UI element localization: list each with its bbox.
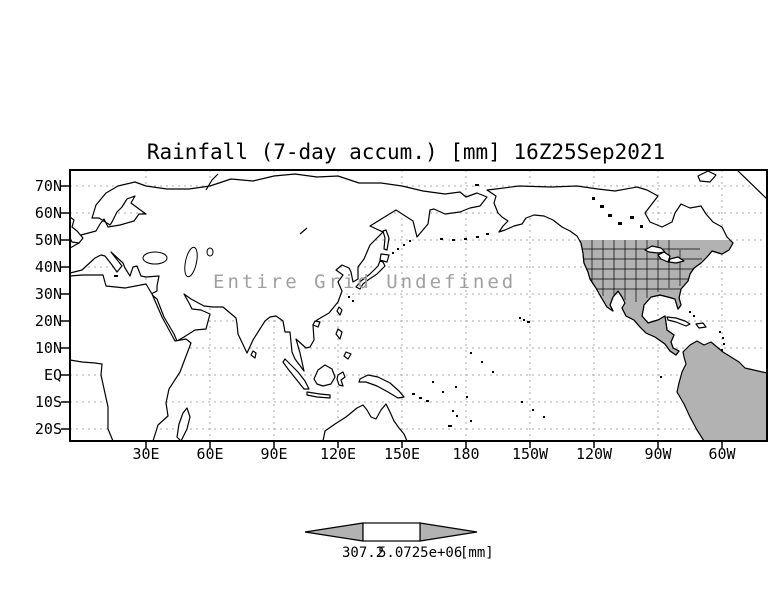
colorbar: [304, 522, 478, 542]
aral-sea: [206, 247, 214, 257]
lon-tick-label: 60W: [708, 445, 736, 463]
lat-tick-label: 50N: [34, 231, 62, 249]
lon-tick-label: 180: [452, 445, 480, 463]
state-borders: [582, 240, 704, 302]
lat-tick-label: 40N: [34, 258, 62, 276]
lon-tick-label: 90E: [260, 445, 288, 463]
region-south-america-shaded: [676, 340, 767, 441]
coastline-new-guinea: [358, 374, 405, 399]
coastline-africa: [70, 274, 192, 441]
coastline-hispaniola: [695, 322, 707, 329]
colorbar-box: [362, 522, 421, 542]
coastline-japan-honshu: [355, 260, 386, 290]
lon-tick-label: 30E: [132, 445, 160, 463]
lake-baikal: [299, 227, 308, 235]
lon-tick-label: 120E: [319, 445, 357, 463]
coastline-eurasia: [70, 173, 488, 372]
colorbar-units-label: [mm]: [460, 545, 494, 561]
coastline-java: [306, 391, 331, 399]
lake-michigan-huron: [657, 251, 671, 263]
lon-tick-label: 120W: [575, 445, 613, 463]
coastline-hainan: [312, 320, 321, 328]
coastline-luzon: [335, 328, 343, 340]
coastline-borneo: [313, 364, 336, 387]
lon-tick-label: 60E: [196, 445, 224, 463]
lon-tick-label: 150E: [383, 445, 421, 463]
lat-tick-label: 30N: [34, 285, 62, 303]
lat-tick-label: 20N: [34, 312, 62, 330]
novaya-zemlya: [205, 173, 219, 191]
coastline-baffin: [697, 170, 717, 183]
lon-tick-label: 150W: [511, 445, 549, 463]
plot-title: Rainfall (7-day accum.) [mm] 16Z25Sep202…: [146, 140, 666, 164]
colorbar-left-arrow: [304, 522, 364, 542]
colorbar-max-value: 5.0725e+06: [378, 545, 463, 561]
coastline-japan-hokkaido: [379, 253, 390, 263]
lat-tick-label: 70N: [34, 177, 62, 195]
lon-tick-label: 90W: [644, 445, 672, 463]
coastline-greenland: [736, 170, 767, 200]
coastline-sakhalin: [382, 229, 390, 251]
lake-erie-ontario: [668, 256, 685, 264]
colorbar-min-value: 307.2: [342, 545, 385, 561]
coastline-madagascar: [176, 407, 191, 441]
colorbar-right-arrow: [419, 522, 478, 542]
lat-tick-label: 20S: [34, 420, 62, 438]
coastline-britain: [70, 216, 84, 244]
lat-tick-label: 60N: [34, 204, 62, 222]
lat-tick-label: 10N: [34, 339, 62, 357]
lat-tick-label: EQ: [43, 366, 62, 384]
island-dots: [114, 184, 725, 427]
axis-tick-marks: [61, 185, 723, 448]
coastline-taiwan: [336, 306, 343, 316]
black-sea: [142, 251, 168, 265]
coastline-sri-lanka: [250, 350, 257, 359]
coastline-sumatra: [282, 358, 310, 390]
coastline-australia: [322, 403, 408, 441]
coastline-mindanao: [343, 351, 352, 360]
coastline-cuba: [666, 316, 691, 327]
map-border: [69, 169, 768, 442]
undefined-grid-message: Entire Grid Undefined: [213, 271, 517, 293]
coastlines-layer: [70, 170, 767, 441]
caspian-sea: [184, 246, 198, 278]
lat-tick-label: 10S: [34, 393, 62, 411]
coastline-sulawesi: [336, 371, 346, 387]
